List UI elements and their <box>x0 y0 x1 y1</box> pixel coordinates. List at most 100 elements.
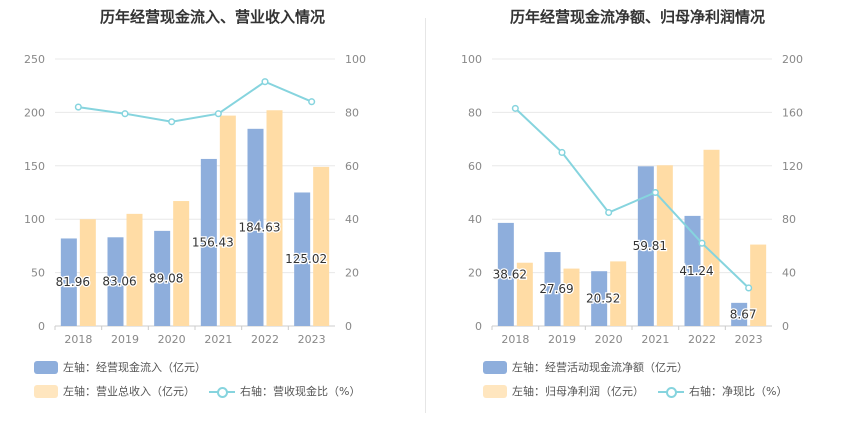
chart-panel-right: 历年经营现金流净额、归母净利润情况 0 20 40 60 80 100 0 40 80 120 16… <box>425 0 850 437</box>
bar-series-2 <box>656 165 673 326</box>
legend-item[interactable]: 左轴：经营活动现金流净额（亿元） <box>483 359 688 375</box>
y-right-tick-label: 0 <box>345 320 352 333</box>
y-left-tick-label: 60 <box>468 160 482 173</box>
bar-data-label: 38.62 <box>493 267 527 281</box>
legend-label: 右轴：净现比（%） <box>689 385 788 398</box>
chart-title: 历年经营现金流净额、归母净利润情况 <box>509 8 765 26</box>
line-point <box>605 208 613 217</box>
legend-item[interactable]: 右轴：净现比（%） <box>658 383 787 399</box>
y-right-tick-label: 80 <box>345 106 359 119</box>
y-right-tick-label: 60 <box>345 160 359 173</box>
x-tick-label: 2022 <box>251 333 279 346</box>
x-tick-label: 2018 <box>64 333 92 346</box>
y-left-tick-label: 40 <box>468 213 482 226</box>
y-left-tick-label: 80 <box>468 106 482 119</box>
legend-label: 左轴：归母净利润（亿元） <box>512 385 644 398</box>
bar-series-1 <box>637 166 654 326</box>
bar-data-label: 125.02 <box>285 252 327 266</box>
legend-swatch <box>34 384 58 398</box>
legend-item[interactable]: 左轴：归母净利润（亿元） <box>483 383 644 399</box>
bar-data-label: 156.43 <box>192 235 234 249</box>
line-series <box>514 107 750 289</box>
legend-swatch <box>483 360 507 374</box>
x-tick-label: 2022 <box>688 333 716 346</box>
line-series <box>78 80 313 123</box>
y-right-tick-label: 160 <box>782 106 803 119</box>
legend-item[interactable]: 左轴：经营现金流入（亿元） <box>34 359 206 375</box>
x-tick-label: 2021 <box>641 333 669 346</box>
bar-series-1 <box>731 302 748 326</box>
bar-series-1 <box>200 158 217 326</box>
bar-data-label: 59.81 <box>633 239 667 253</box>
x-tick-label: 2023 <box>298 333 326 346</box>
bar-series-1 <box>107 237 124 326</box>
legend-label: 左轴：经营活动现金流净额（亿元） <box>512 361 688 374</box>
y-right-tick-label: 40 <box>345 213 359 226</box>
legend-line-swatch <box>209 385 235 398</box>
line-point <box>698 239 706 247</box>
y-right-tick-label: 200 <box>782 53 803 66</box>
bar-series-2 <box>79 219 96 326</box>
x-tick-label: 2020 <box>595 333 623 346</box>
chart-plot: 0 50 100 150 200 250 0 20 40 60 80 100 2018 2019 2020 2… <box>24 53 366 346</box>
legend-swatch <box>483 384 507 398</box>
bar-data-label: 20.52 <box>586 292 620 306</box>
y-left-tick-label: 50 <box>31 267 45 280</box>
bar-data-label: 184.63 <box>239 220 281 234</box>
y-right-tick-label: 0 <box>782 320 789 333</box>
legend-label: 右轴：营收现金比（%） <box>240 385 361 398</box>
chart-plot: 0 20 40 60 80 100 0 40 80 120 160 200 2018 2019 2020 20… <box>461 53 803 346</box>
bar-series-2 <box>313 166 330 326</box>
panel-divider <box>425 18 426 413</box>
y-right-tick-label: 40 <box>782 267 796 280</box>
bar-data-label: 83.06 <box>102 275 136 289</box>
legend-line-swatch <box>658 385 684 398</box>
x-tick-label: 2020 <box>158 333 186 346</box>
bar-series-1 <box>591 271 608 326</box>
legend-item[interactable]: 左轴：营业总收入（亿元） <box>34 383 195 399</box>
bar-series-2 <box>610 261 627 326</box>
legend-item[interactable]: 右轴：营收现金比（%） <box>209 383 360 399</box>
x-tick-label: 2019 <box>111 333 139 346</box>
line-point <box>74 103 82 111</box>
bar-series-2 <box>703 149 720 326</box>
y-right-tick-label: 20 <box>345 267 359 280</box>
bar-series-2 <box>750 244 767 326</box>
line-point <box>168 118 176 126</box>
x-tick-label: 2018 <box>501 333 529 346</box>
bar-data-label: 8.67 <box>730 307 757 321</box>
line-point <box>261 78 269 86</box>
y-right-tick-label: 120 <box>782 160 803 173</box>
y-left-tick-label: 20 <box>468 267 482 280</box>
bar-series-2 <box>266 110 283 326</box>
bar-series-1 <box>294 192 311 326</box>
x-tick-label: 2021 <box>204 333 232 346</box>
bar-series-1 <box>497 222 514 326</box>
line-point <box>214 110 222 118</box>
line-point <box>121 110 129 118</box>
y-left-tick-label: 100 <box>24 213 45 226</box>
chart-panel-left: 历年经营现金流入、营业收入情况 0 50 100 150 200 250 0 20 40 60 80… <box>24 8 366 399</box>
bar-series-2 <box>126 213 143 326</box>
bar-series-1 <box>684 215 701 326</box>
legend-swatch <box>34 360 58 374</box>
y-right-tick-label: 80 <box>782 213 796 226</box>
legend-label: 左轴：营业总收入（亿元） <box>63 385 195 398</box>
bar-series-1 <box>544 252 561 326</box>
bar-series-1 <box>247 128 264 326</box>
y-left-tick-label: 200 <box>24 106 45 119</box>
y-left-tick-label: 100 <box>461 53 482 66</box>
bar-data-label: 81.96 <box>56 275 90 289</box>
bar-series-1 <box>60 238 77 326</box>
line-point <box>511 104 519 112</box>
line-point <box>308 98 316 106</box>
legend-label: 左轴：经营现金流入（亿元） <box>63 361 206 374</box>
y-left-tick-label: 0 <box>38 320 45 333</box>
bar-series-2 <box>516 262 533 326</box>
bar-series-1 <box>154 230 171 326</box>
bar-data-label: 89.08 <box>149 271 183 285</box>
bar-data-label: 27.69 <box>539 282 573 296</box>
x-tick-label: 2023 <box>735 333 763 346</box>
line-point <box>558 148 566 156</box>
bar-data-label: 41.24 <box>679 264 713 278</box>
